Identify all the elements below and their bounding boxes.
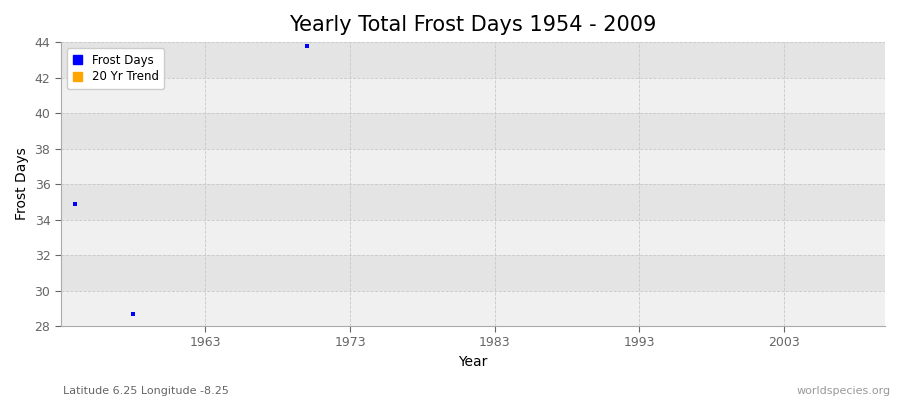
Legend: Frost Days, 20 Yr Trend: Frost Days, 20 Yr Trend (67, 48, 165, 89)
Bar (61, 42, 885, 78)
Bar (61, 290, 885, 326)
Bar (61, 148, 885, 184)
Title: Yearly Total Frost Days 1954 - 2009: Yearly Total Frost Days 1954 - 2009 (289, 15, 657, 35)
X-axis label: Year: Year (458, 355, 488, 369)
Bar (61, 113, 885, 148)
Y-axis label: Frost Days: Frost Days (15, 148, 29, 220)
Bar (61, 184, 885, 220)
Bar (61, 220, 885, 255)
Text: worldspecies.org: worldspecies.org (796, 386, 891, 396)
Bar (61, 78, 885, 113)
Text: Latitude 6.25 Longitude -8.25: Latitude 6.25 Longitude -8.25 (63, 386, 229, 396)
Bar (61, 255, 885, 290)
